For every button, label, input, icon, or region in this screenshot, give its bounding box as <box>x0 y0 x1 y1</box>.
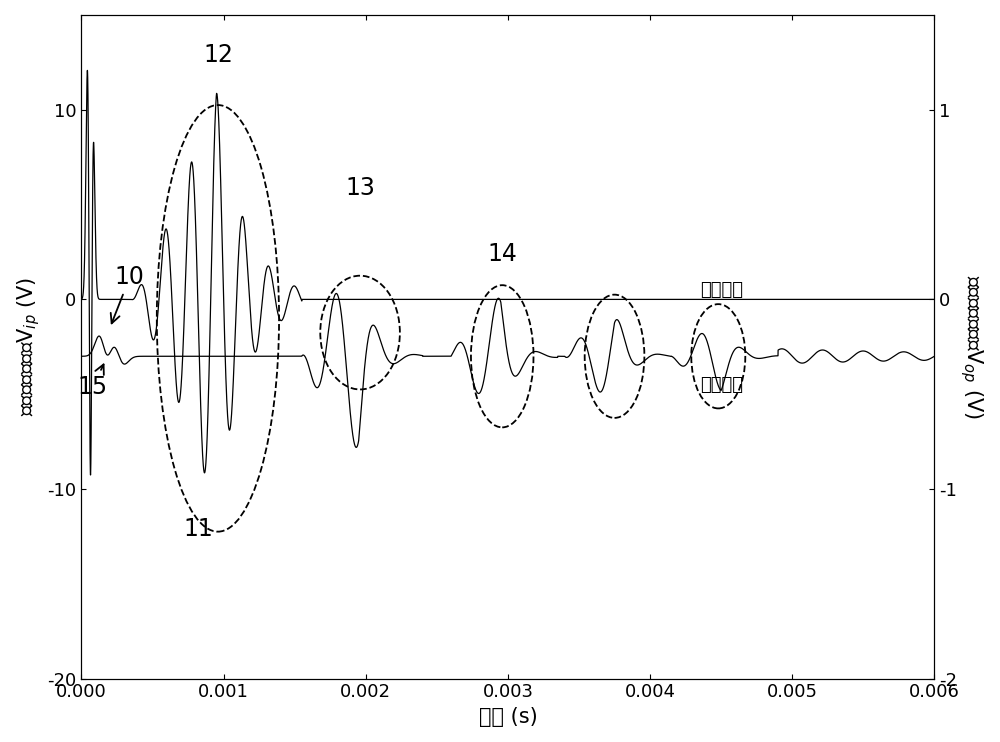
X-axis label: 时间 (s): 时间 (s) <box>479 707 537 727</box>
Text: 12: 12 <box>203 43 233 68</box>
Y-axis label: 激励信号电压，V$_{ip}$ (V): 激励信号电压，V$_{ip}$ (V) <box>15 277 42 416</box>
Text: 14: 14 <box>487 243 517 266</box>
Y-axis label: 接收信号电压，V$_{op}$ (V): 接收信号电压，V$_{op}$ (V) <box>958 275 985 419</box>
Text: 11: 11 <box>183 517 213 542</box>
Text: 10: 10 <box>111 265 145 324</box>
Text: 接收信号: 接收信号 <box>700 375 743 394</box>
Text: 13: 13 <box>345 176 375 200</box>
Text: 15: 15 <box>78 364 108 399</box>
Text: 激励信号: 激励信号 <box>700 281 743 299</box>
